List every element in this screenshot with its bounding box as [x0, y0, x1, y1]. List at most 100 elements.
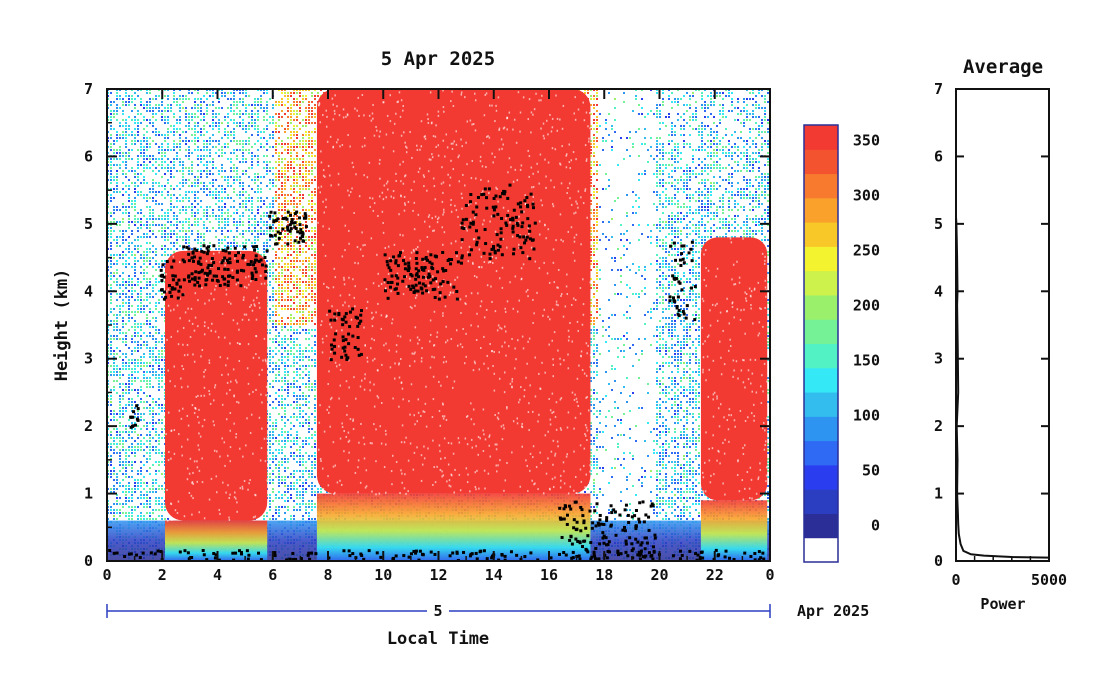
heatmap-cell	[137, 218, 139, 220]
heatmap-cell	[155, 377, 157, 379]
heatmap-cell	[119, 107, 121, 109]
heatmap-cell	[221, 188, 223, 190]
heatmap-cell	[164, 503, 166, 505]
heatmap-cell	[272, 473, 274, 475]
heatmap-cell	[125, 491, 127, 493]
heatmap-cell	[116, 446, 118, 448]
heatmap-cell	[128, 314, 130, 316]
heatmap-cell	[248, 137, 250, 139]
heatmap-cell	[179, 110, 181, 112]
heatmap-cell	[152, 284, 154, 286]
heatmap-cell	[137, 389, 139, 391]
heatmap-cell	[164, 218, 166, 220]
heatmap-cell	[266, 119, 268, 121]
heatmap-cell	[158, 422, 160, 424]
heatmap-cell	[122, 440, 124, 442]
heatmap-cell	[161, 218, 163, 220]
heatmap-cell	[161, 155, 163, 157]
heatmap-cell	[134, 422, 136, 424]
heatmap-cell	[200, 158, 202, 160]
heatmap-cell	[110, 455, 112, 457]
heatmap-cell	[203, 212, 205, 214]
heatmap-cell	[158, 449, 160, 451]
heatmap-cell	[275, 320, 277, 322]
heatmap-cell	[161, 335, 163, 337]
heatmap-cell	[149, 137, 151, 139]
heatmap-cell	[149, 146, 151, 148]
heatmap-cell	[131, 284, 133, 286]
heatmap-cell	[173, 128, 175, 130]
heatmap-cell	[191, 92, 193, 94]
heatmap-cell	[167, 128, 169, 130]
heatmap-cell	[203, 215, 205, 217]
heatmap-cell	[131, 287, 133, 289]
heatmap-cell	[152, 350, 154, 352]
heatmap-cell	[164, 437, 166, 439]
heatmap-cell	[134, 311, 136, 313]
heatmap-cell	[128, 461, 130, 463]
heatmap-cell	[146, 137, 148, 139]
heatmap-cell	[119, 296, 121, 298]
heatmap-cell	[272, 425, 274, 427]
heatmap-cell	[236, 227, 238, 229]
heatmap-cell	[137, 470, 139, 472]
heatmap-cell	[242, 113, 244, 115]
heatmap-cell	[236, 107, 238, 109]
heatmap-cell	[149, 212, 151, 214]
heatmap-cell	[233, 206, 235, 208]
heatmap-cell	[251, 209, 253, 211]
heatmap-cell	[233, 104, 235, 106]
heatmap-cell	[248, 143, 250, 145]
heatmap-cell	[149, 431, 151, 433]
heatmap-cell	[269, 182, 271, 184]
heatmap-cell	[176, 146, 178, 148]
heatmap-cell	[137, 446, 139, 448]
heatmap-cell	[245, 248, 247, 250]
heatmap-cell	[185, 131, 187, 133]
heatmap-cell	[140, 287, 142, 289]
heatmap-cell	[122, 332, 124, 334]
heatmap-cell	[113, 206, 115, 208]
heatmap-cell	[218, 128, 220, 130]
heatmap-cell	[116, 323, 118, 325]
heatmap-cell	[272, 131, 274, 133]
heatmap-cell	[119, 449, 121, 451]
heatmap-cell	[119, 275, 121, 277]
heatmap-cell	[158, 377, 160, 379]
heatmap-cell	[260, 176, 262, 178]
heatmap-cell	[134, 266, 136, 268]
heatmap-cell	[143, 407, 145, 409]
heatmap-cell	[275, 263, 277, 265]
heatmap-cell	[272, 452, 274, 454]
heatmap-cell	[146, 503, 148, 505]
heatmap-cell	[164, 491, 166, 493]
heatmap-cell	[242, 230, 244, 232]
heatmap-cell	[254, 176, 256, 178]
heatmap-cell	[140, 440, 142, 442]
heatmap-cell	[140, 308, 142, 310]
heatmap-cell	[257, 188, 259, 190]
heatmap-cell	[209, 125, 211, 127]
heatmap-cell	[233, 188, 235, 190]
heatmap-cell	[110, 254, 112, 256]
heatmap-cell	[110, 302, 112, 304]
heatmap-cell	[125, 302, 127, 304]
heatmap-cell	[230, 140, 232, 142]
heatmap-cell	[113, 188, 115, 190]
heatmap-cell	[236, 179, 238, 181]
heatmap-cell	[179, 95, 181, 97]
heatmap-cell	[260, 218, 262, 220]
heatmap-cell	[164, 371, 166, 373]
heatmap-cell	[146, 323, 148, 325]
heatmap-cell	[233, 128, 235, 130]
heatmap-cell	[170, 206, 172, 208]
heatmap-cell	[269, 395, 271, 397]
heatmap-cell	[110, 464, 112, 466]
heatmap-cell	[122, 374, 124, 376]
heatmap-cell	[176, 101, 178, 103]
heatmap-cell	[275, 326, 277, 328]
heatmap-cell	[272, 422, 274, 424]
heatmap-cell	[185, 167, 187, 169]
heatmap-cell	[143, 251, 145, 253]
heatmap-cell	[110, 272, 112, 274]
